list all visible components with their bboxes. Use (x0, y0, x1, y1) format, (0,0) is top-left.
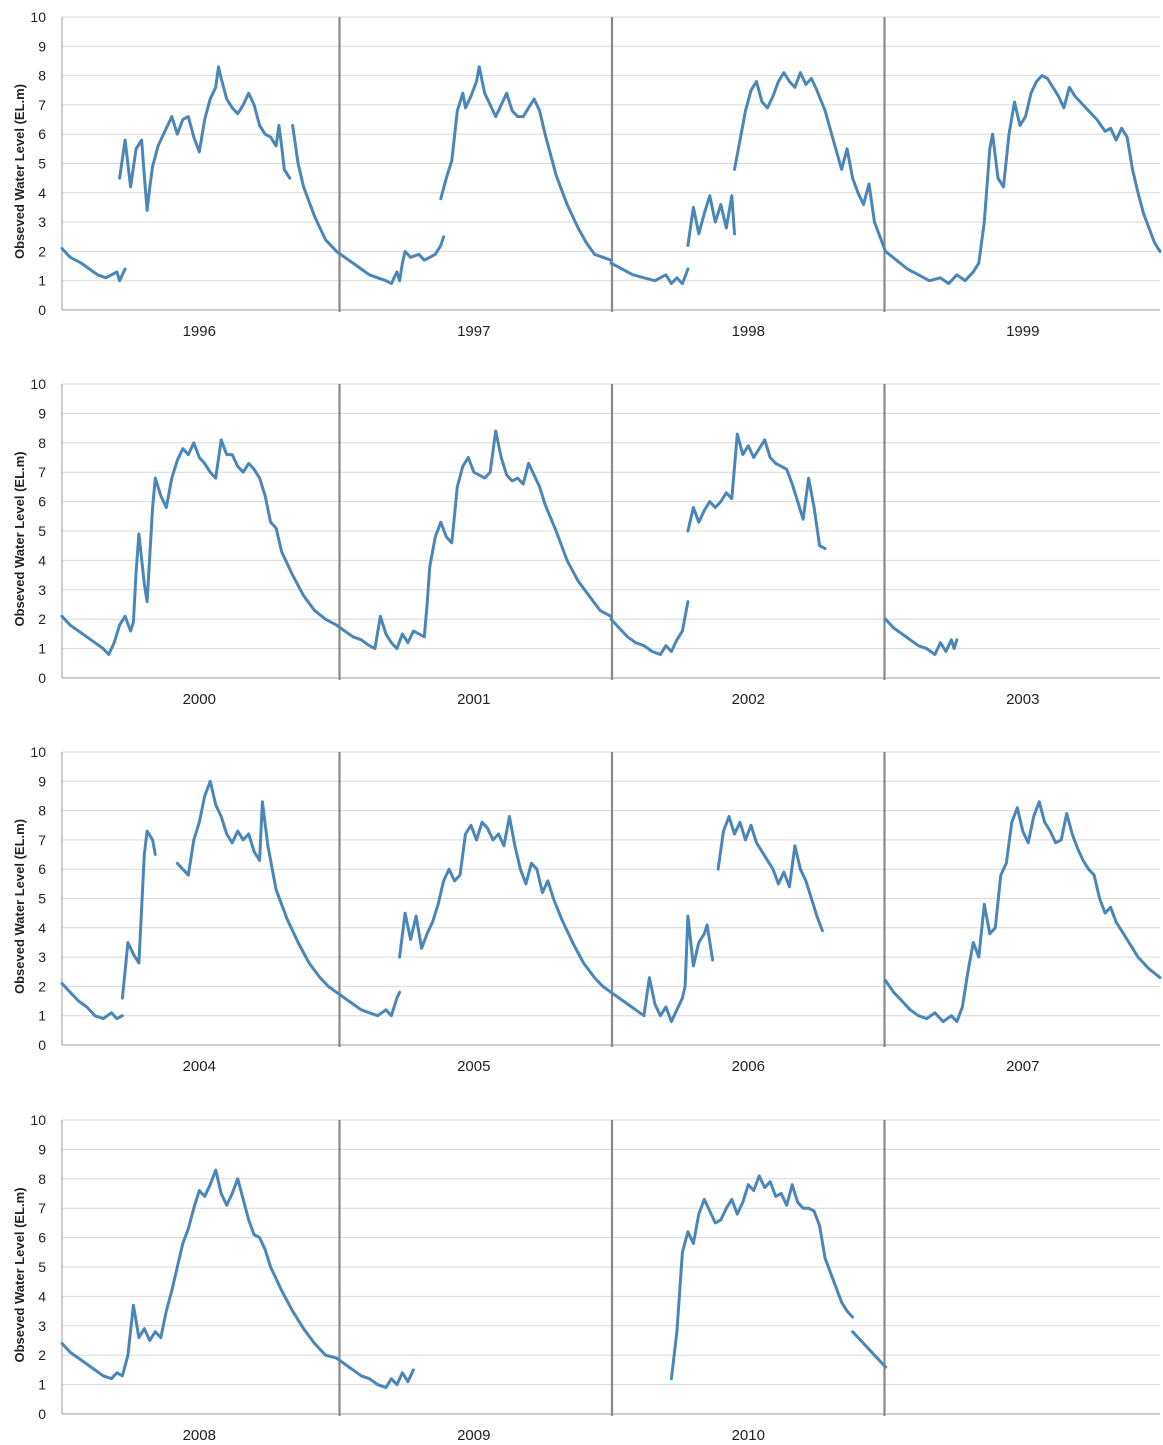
series-line-1996 (291, 123, 338, 253)
y-tick-label: 8 (38, 803, 46, 819)
y-tick-label: 6 (38, 494, 46, 510)
x-tick-label-2009: 2009 (457, 1427, 490, 1444)
y-tick-label: 4 (38, 552, 46, 568)
series-line-1999 (884, 74, 1162, 286)
y-tick-label: 7 (38, 832, 46, 848)
y-tick-label: 1 (38, 1008, 46, 1024)
series-line-1997 (439, 65, 613, 262)
series-line-2000 (60, 438, 338, 656)
series-line-2005 (398, 815, 613, 994)
x-tick-label-1996: 1996 (183, 323, 216, 340)
series-line-1998 (686, 194, 736, 247)
y-tick-label: 6 (38, 1230, 46, 1246)
series-line-2010 (851, 1330, 887, 1369)
x-tick-label-2006: 2006 (732, 1058, 765, 1075)
series-line-2006 (716, 815, 824, 933)
y-tick-label: 5 (38, 891, 46, 907)
y-tick-label: 0 (38, 302, 46, 318)
y-tick-label: 6 (38, 861, 46, 877)
y-tick-label: 1 (38, 1377, 46, 1393)
y-axis-label: Obseved Water Level (EL.m) (12, 819, 27, 994)
y-tick-label: 7 (38, 97, 46, 113)
series-line-2007 (884, 800, 1162, 1024)
y-tick-label: 7 (38, 464, 46, 480)
y-tick-label: 0 (38, 670, 46, 686)
y-axis-label: Obseved Water Level (EL.m) (12, 451, 27, 626)
y-tick-label: 5 (38, 1259, 46, 1275)
y-tick-label: 10 (30, 376, 46, 392)
y-tick-label: 3 (38, 949, 46, 965)
series-line-2002 (609, 600, 690, 656)
y-axis-label: Obseved Water Level (EL.m) (12, 1187, 27, 1362)
series-line-2001 (335, 429, 613, 651)
y-tick-label: 5 (38, 523, 46, 539)
series-line-2003 (884, 617, 959, 656)
x-tick-label-1998: 1998 (732, 323, 765, 340)
x-tick-label-2005: 2005 (457, 1058, 490, 1075)
x-tick-label-2001: 2001 (457, 691, 490, 708)
series-line-1998 (733, 71, 887, 253)
series-line-2004 (60, 982, 124, 1021)
x-tick-label-2002: 2002 (732, 691, 765, 708)
chart-row-3: 0 1 2 3 4 5 6 7 8 9 10 Obseved Water Level (EL.m) 20… (12, 744, 1162, 1075)
y-tick-label: 8 (38, 435, 46, 451)
series-line-1996 (118, 65, 292, 212)
series-line-1998 (609, 261, 690, 286)
x-tick-label-1999: 1999 (1006, 323, 1039, 340)
y-tick-label: 3 (38, 1318, 46, 1334)
x-tick-label-2007: 2007 (1006, 1058, 1039, 1075)
y-tick-label: 9 (38, 773, 46, 789)
x-tick-label-1997: 1997 (457, 323, 490, 340)
y-tick-label: 0 (38, 1037, 46, 1053)
y-tick-label: 4 (38, 185, 46, 201)
series-line-2004 (120, 829, 157, 1000)
chart-row-2: 0 1 2 3 4 5 6 7 8 9 10 Obseved Water Level (EL.m) 20… (12, 376, 1160, 708)
y-tick-label: 2 (38, 978, 46, 994)
y-tick-label: 1 (38, 641, 46, 657)
y-tick-label: 3 (38, 214, 46, 230)
series-line-2006 (609, 914, 715, 1024)
y-tick-label: 8 (38, 1171, 46, 1187)
y-tick-label: 7 (38, 1200, 46, 1216)
series-line-1997 (335, 235, 446, 286)
series-line-2008 (60, 1168, 338, 1381)
y-tick-label: 9 (38, 38, 46, 54)
x-tick-label-2010: 2010 (732, 1427, 765, 1444)
y-axis-label: Obseved Water Level (EL.m) (12, 84, 27, 259)
y-tick-label: 10 (30, 9, 46, 25)
x-tick-label-2000: 2000 (183, 691, 216, 708)
y-tick-label: 8 (38, 68, 46, 84)
series-line-2004 (175, 779, 338, 994)
x-tick-label-2008: 2008 (183, 1427, 216, 1444)
y-tick-label: 2 (38, 243, 46, 259)
series-line-2009 (335, 1356, 415, 1389)
y-tick-label: 2 (38, 611, 46, 627)
series-line-2010 (669, 1174, 855, 1381)
series-line-1996 (60, 247, 127, 283)
y-tick-label: 4 (38, 920, 46, 936)
y-tick-label: 9 (38, 1141, 46, 1157)
y-tick-label: 10 (30, 744, 46, 760)
y-tick-label: 10 (30, 1112, 46, 1128)
x-tick-label-2004: 2004 (183, 1058, 216, 1075)
y-tick-label: 4 (38, 1288, 46, 1304)
y-tick-label: 3 (38, 582, 46, 598)
chart-row-4: 0 1 2 3 4 5 6 7 8 9 10 Obseved Water Level (EL.m) 20… (12, 1112, 1160, 1444)
y-tick-label: 1 (38, 273, 46, 289)
series-line-2002 (686, 432, 827, 551)
x-tick-label-2003: 2003 (1006, 691, 1039, 708)
chart-row-1: 0 1 2 3 4 5 6 7 8 9 10 Obseved Water Level (EL.m) 19… (12, 9, 1162, 340)
y-tick-label: 9 (38, 405, 46, 421)
y-tick-label: 0 (38, 1406, 46, 1422)
y-tick-label: 6 (38, 126, 46, 142)
series-line-2005 (335, 990, 402, 1018)
y-tick-label: 2 (38, 1347, 46, 1363)
y-tick-label: 5 (38, 156, 46, 172)
